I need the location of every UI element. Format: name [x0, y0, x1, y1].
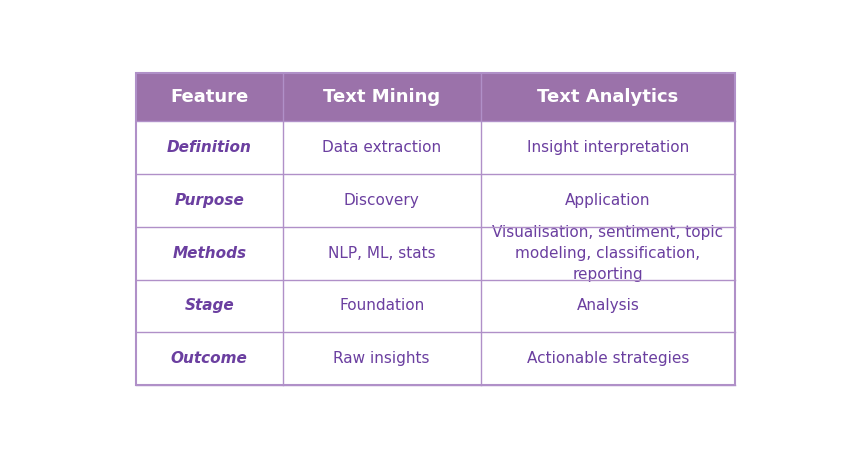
Text: Methods: Methods [173, 246, 246, 261]
Text: Outcome: Outcome [171, 351, 247, 366]
Bar [283, 227, 480, 279]
Bar [283, 279, 480, 332]
Bar [480, 279, 735, 332]
Bar [480, 122, 735, 174]
Bar [136, 122, 283, 174]
Text: Insight interpretation: Insight interpretation [527, 140, 689, 155]
Bar [283, 332, 480, 385]
Bar [283, 122, 480, 174]
Text: Feature: Feature [170, 88, 248, 106]
Bar [136, 279, 283, 332]
Text: Actionable strategies: Actionable strategies [527, 351, 689, 366]
Text: Text Mining: Text Mining [323, 88, 440, 106]
Bar [136, 174, 283, 227]
Text: Foundation: Foundation [339, 298, 424, 313]
Bar [480, 332, 735, 385]
Text: Raw insights: Raw insights [333, 351, 430, 366]
Text: Definition: Definition [167, 140, 252, 155]
Bar [136, 73, 735, 122]
Text: Data extraction: Data extraction [322, 140, 441, 155]
Text: NLP, ML, stats: NLP, ML, stats [328, 246, 435, 261]
Text: Analysis: Analysis [576, 298, 639, 313]
Text: Application: Application [565, 193, 651, 208]
Bar [480, 227, 735, 279]
Text: Stage: Stage [184, 298, 235, 313]
Bar [136, 332, 283, 385]
Bar [136, 227, 283, 279]
Text: Text Analytics: Text Analytics [537, 88, 678, 106]
Bar [480, 174, 735, 227]
Bar [283, 174, 480, 227]
Text: Purpose: Purpose [174, 193, 244, 208]
Text: Discovery: Discovery [343, 193, 420, 208]
Text: Visualisation, sentiment, topic
modeling, classification,
reporting: Visualisation, sentiment, topic modeling… [492, 225, 723, 282]
Bar [136, 73, 735, 385]
